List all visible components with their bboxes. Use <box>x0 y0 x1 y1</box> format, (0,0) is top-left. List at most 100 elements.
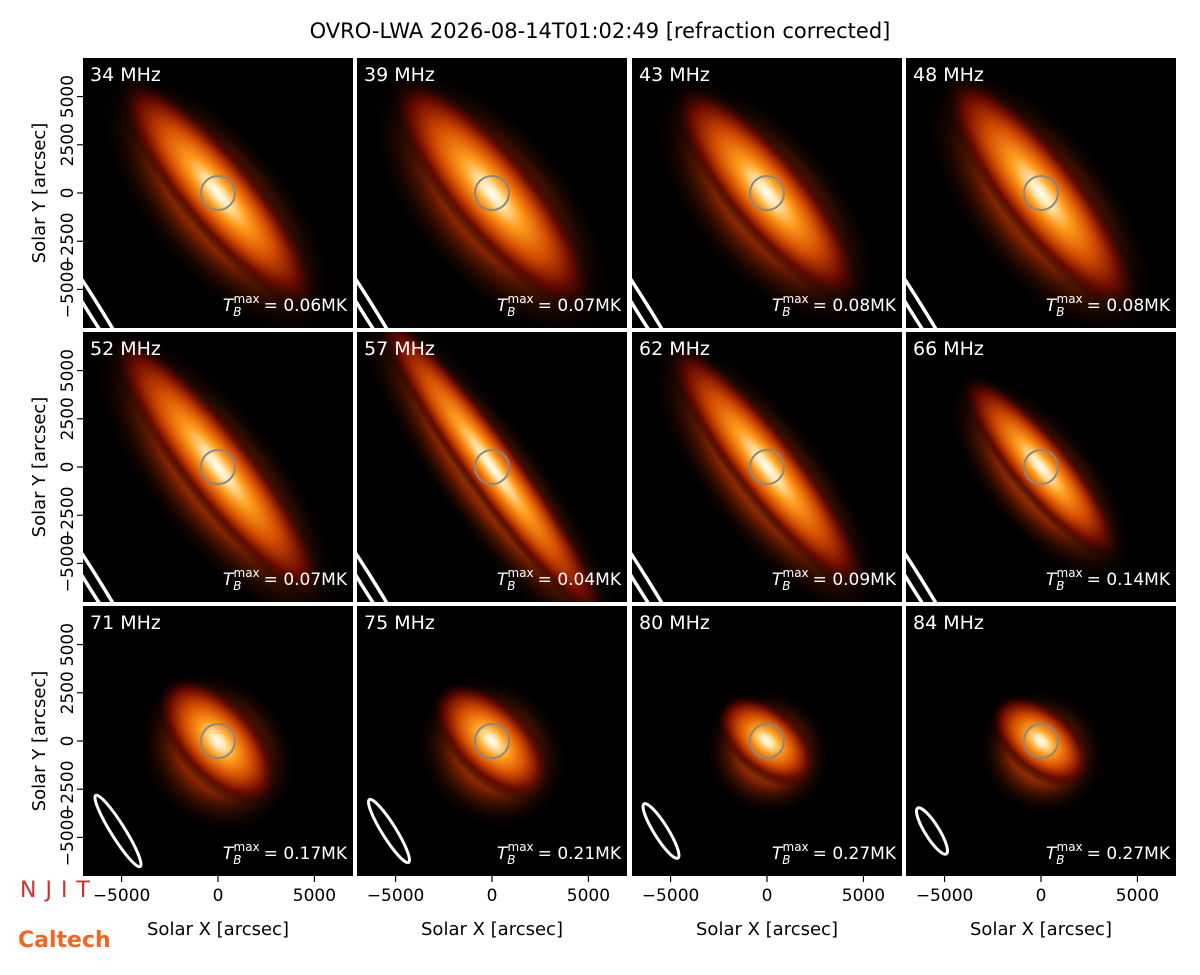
panel <box>83 332 353 602</box>
emission-source <box>116 75 320 311</box>
tmax-symbol: T <box>1046 570 1058 590</box>
y-tick-label: 0 <box>58 188 78 199</box>
frequency-label: 48 MHz <box>913 64 984 86</box>
x-tick-label: −5000 <box>93 886 151 906</box>
solar-disk <box>749 449 785 485</box>
tmax-sub: B <box>233 305 241 319</box>
tmax-value: = 0.17MK <box>264 844 348 864</box>
y-tick-label: 2500 <box>58 123 78 166</box>
logo-njit: NJIT <box>20 878 99 903</box>
tmax-sup: max <box>783 566 809 580</box>
beam <box>915 806 949 856</box>
tmax-sub: B <box>1056 853 1064 867</box>
tmax-sup: max <box>1057 840 1083 854</box>
x-axis-label: Solar X [arcsec] <box>147 919 289 940</box>
frequency-label: 62 MHz <box>639 338 710 360</box>
tmax-sup: max <box>783 292 809 306</box>
y-tick-label: 2500 <box>58 397 78 440</box>
tmax-label: TBmax = 0.09MK <box>772 566 897 593</box>
y-tick-label: 5000 <box>58 75 78 118</box>
emission-source <box>109 332 327 602</box>
tmax-sub: B <box>507 853 515 867</box>
tmax-symbol: T <box>772 844 784 864</box>
tmax-sup: max <box>783 840 809 854</box>
frequency-label: 66 MHz <box>913 338 984 360</box>
solar-disk <box>200 449 236 485</box>
tmax-sup: max <box>508 566 534 580</box>
tmax-symbol: T <box>497 570 509 590</box>
y-tick-label: −2500 <box>58 486 78 544</box>
tmax-value: = 0.27MK <box>1087 844 1171 864</box>
tmax-symbol: T <box>1046 844 1058 864</box>
frequency-label: 80 MHz <box>639 612 710 634</box>
panel <box>632 332 902 602</box>
tmax-label: TBmax = 0.21MK <box>497 840 622 867</box>
beam <box>83 503 143 602</box>
panel <box>906 332 1176 602</box>
x-tick-label: −5000 <box>916 886 974 906</box>
tmax-label: TBmax = 0.14MK <box>1046 566 1171 593</box>
tmax-symbol: T <box>772 296 784 316</box>
tmax-value: = 0.09MK <box>813 570 897 590</box>
frequency-label: 52 MHz <box>90 338 161 360</box>
frequency-label: 34 MHz <box>90 64 161 86</box>
tmax-sub: B <box>782 305 790 319</box>
panel <box>906 58 1176 328</box>
tmax-sub: B <box>1056 579 1064 593</box>
solar-disk <box>749 723 785 759</box>
panel <box>357 332 627 602</box>
solar-disk <box>1023 175 1059 211</box>
tmax-label: TBmax = 0.07MK <box>497 292 622 319</box>
panel <box>83 606 353 876</box>
tmax-label: TBmax = 0.27MK <box>1046 840 1171 867</box>
logo-caltech: Caltech <box>18 928 111 953</box>
panel <box>632 58 902 328</box>
tmax-sup: max <box>1057 292 1083 306</box>
x-tick-label: 0 <box>213 886 224 906</box>
tmax-value: = 0.14MK <box>1087 570 1171 590</box>
tmax-label: TBmax = 0.27MK <box>772 840 897 867</box>
y-tick-label: −5000 <box>58 261 78 319</box>
tmax-value: = 0.07MK <box>264 570 348 590</box>
frequency-label: 75 MHz <box>364 612 435 634</box>
solar-disk <box>474 175 510 211</box>
frequency-label: 71 MHz <box>90 612 161 634</box>
tmax-sup: max <box>508 292 534 306</box>
tmax-value: = 0.06MK <box>264 296 348 316</box>
emission-source <box>942 72 1140 314</box>
y-tick-label: 0 <box>58 736 78 747</box>
tmax-label: TBmax = 0.08MK <box>1046 292 1171 319</box>
tmax-sup: max <box>234 566 260 580</box>
beam <box>367 797 411 865</box>
tmax-sup: max <box>234 840 260 854</box>
y-tick-label: −2500 <box>58 212 78 270</box>
tmax-sup: max <box>1057 566 1083 580</box>
tmax-sup: max <box>508 840 534 854</box>
beam <box>357 503 417 602</box>
x-tick-label: 0 <box>762 886 773 906</box>
x-tick-label: 0 <box>1036 886 1047 906</box>
x-tick-label: 5000 <box>842 886 885 906</box>
y-tick-label: 2500 <box>58 671 78 714</box>
x-axis-label: Solar X [arcsec] <box>421 919 563 940</box>
tmax-symbol: T <box>1046 296 1058 316</box>
y-tick-label: −5000 <box>58 809 78 867</box>
y-axis-label: Solar Y [arcsec] <box>29 123 50 264</box>
frequency-label: 43 MHz <box>639 64 710 86</box>
tmax-sub: B <box>507 579 515 593</box>
beam <box>641 802 681 860</box>
beam <box>906 229 966 328</box>
tmax-symbol: T <box>497 844 509 864</box>
x-tick-label: 5000 <box>293 886 336 906</box>
beam <box>632 503 692 602</box>
tmax-sub: B <box>782 853 790 867</box>
emission-source <box>715 694 819 788</box>
panel <box>632 606 902 876</box>
frequency-label: 84 MHz <box>913 612 984 634</box>
tmax-value: = 0.08MK <box>1087 296 1171 316</box>
emission-source <box>389 74 595 312</box>
frequency-label: 57 MHz <box>364 338 435 360</box>
tmax-label: TBmax = 0.06MK <box>223 292 348 319</box>
x-axis-label: Solar X [arcsec] <box>970 919 1112 940</box>
solar-disk <box>1023 723 1059 759</box>
